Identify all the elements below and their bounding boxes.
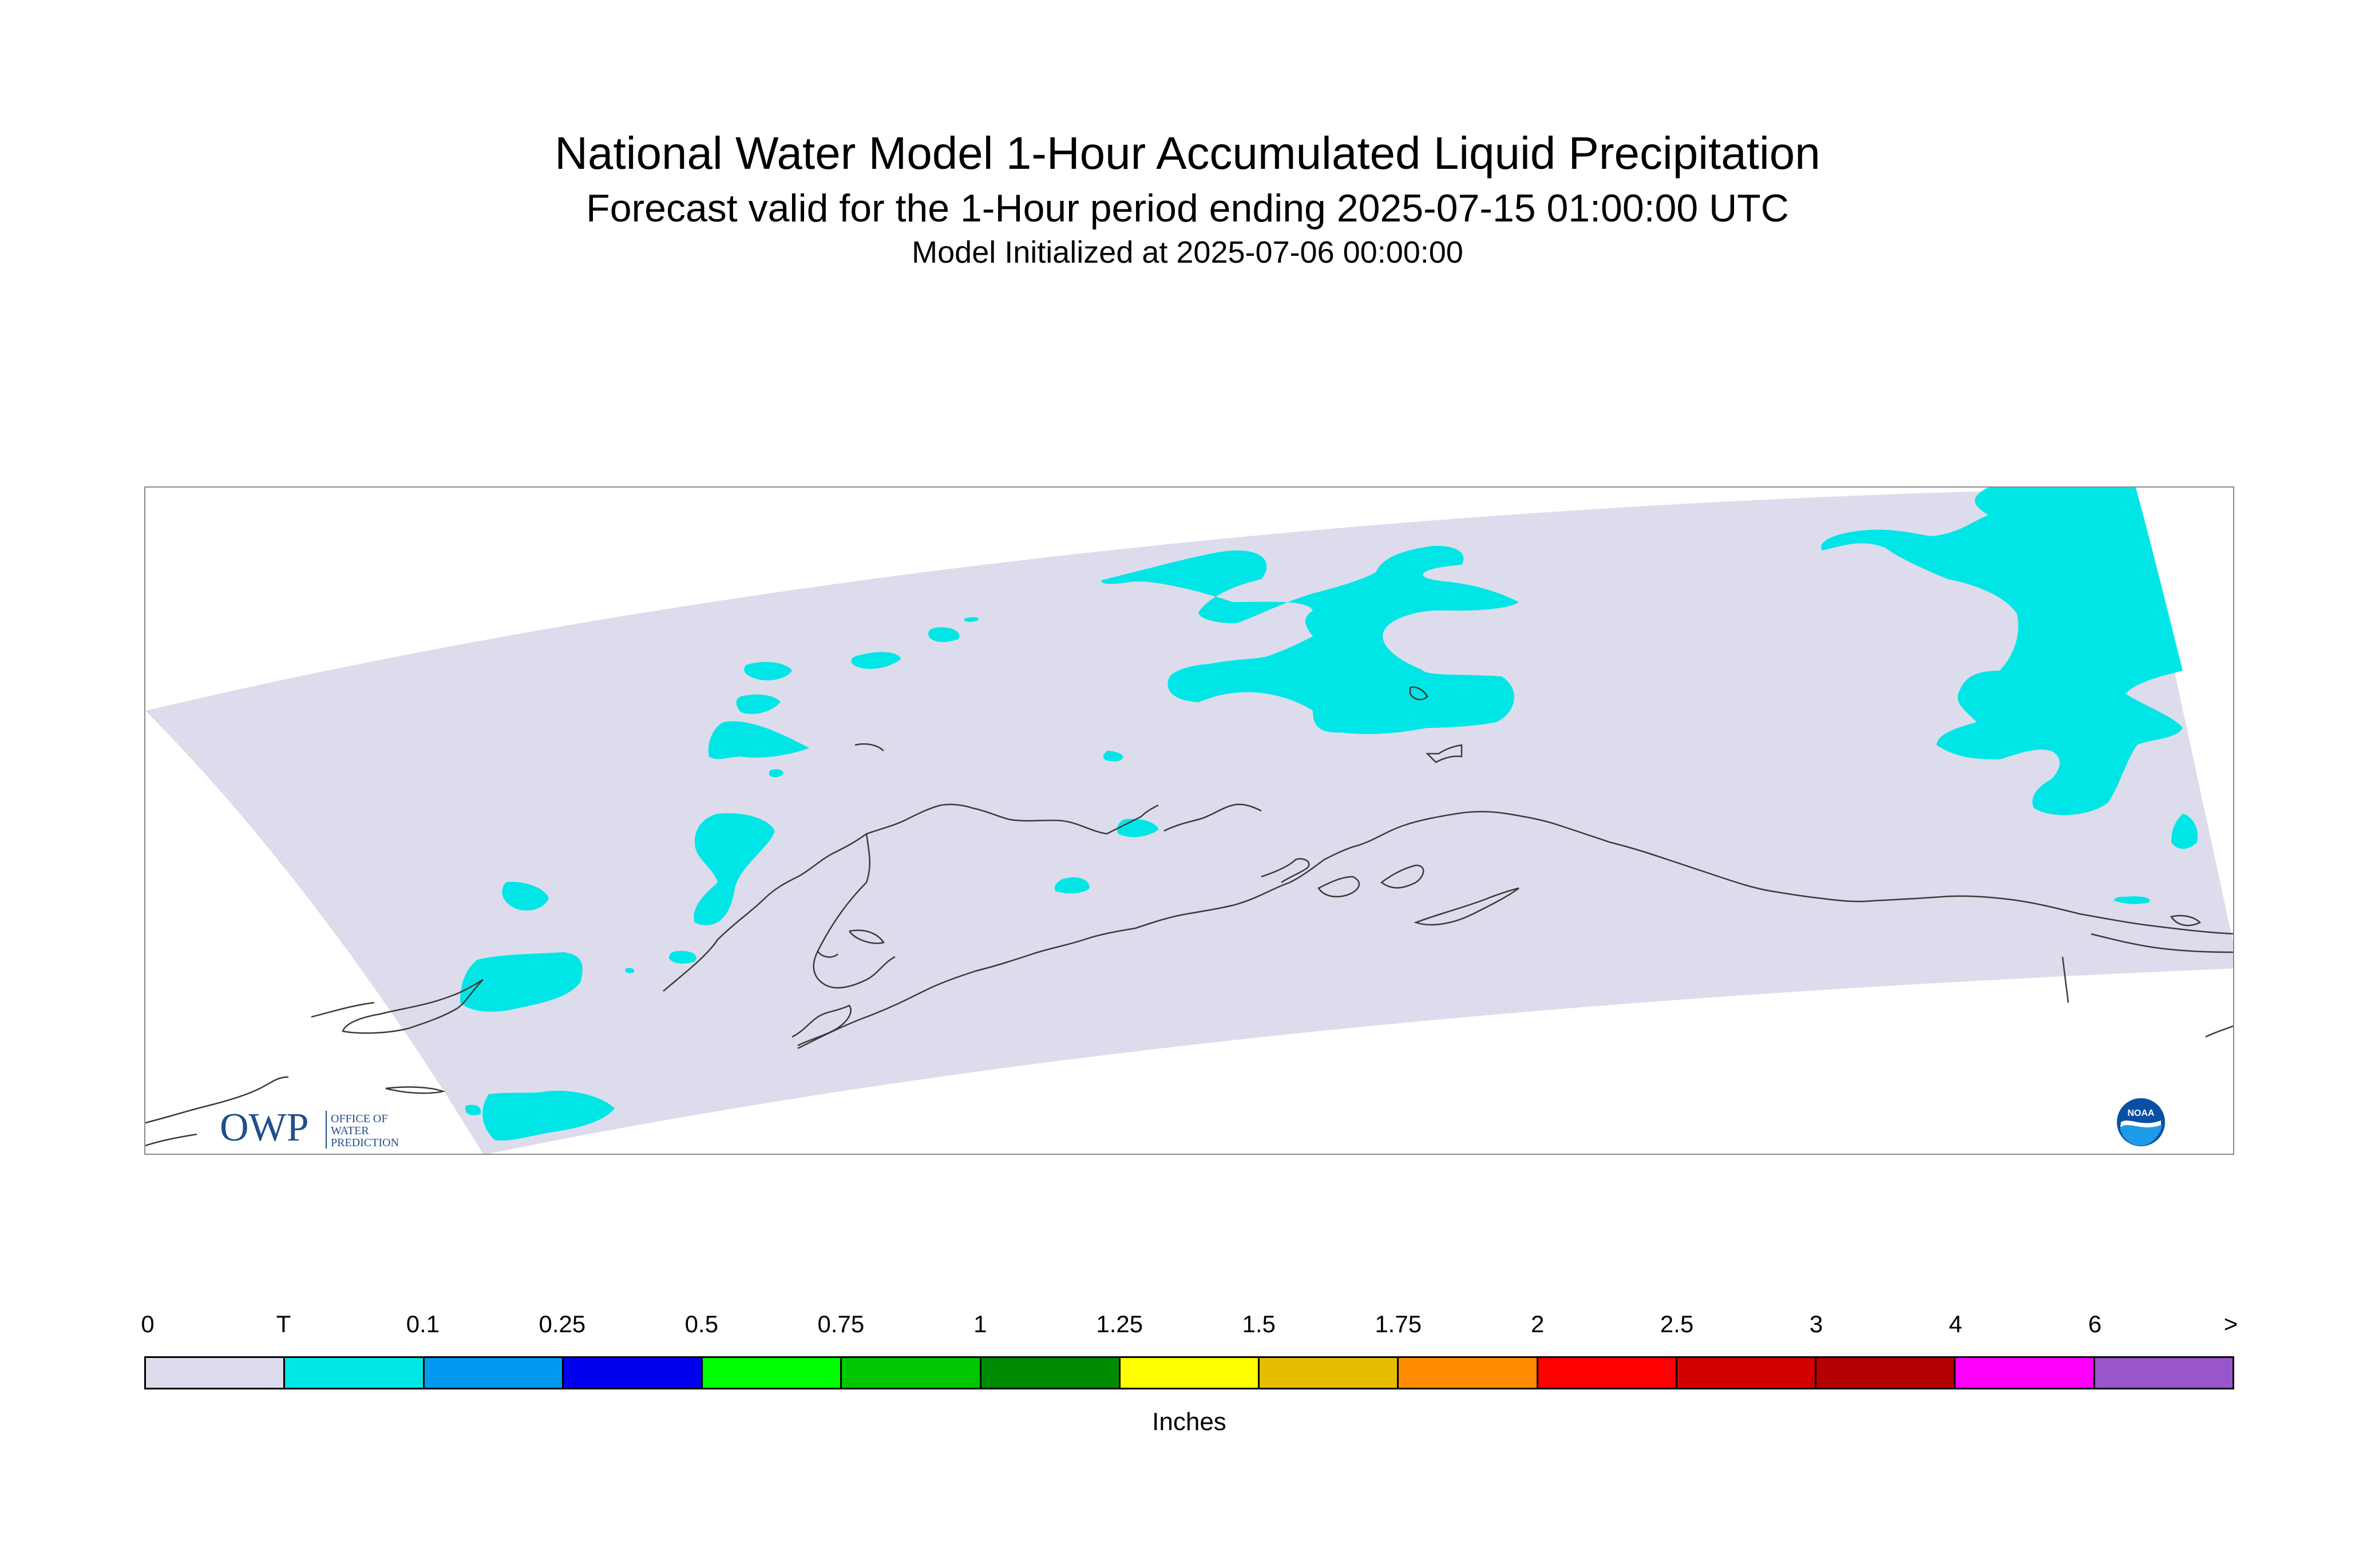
legend-label-2: 0.1 bbox=[406, 1310, 440, 1337]
legend-label-10: 2 bbox=[1530, 1310, 1545, 1337]
legend-label-9: 1.75 bbox=[1375, 1310, 1422, 1337]
legend-swatch-8 bbox=[1260, 1358, 1399, 1388]
legend-label-11: 2.5 bbox=[1660, 1310, 1694, 1337]
legend-swatch-0 bbox=[146, 1358, 286, 1388]
legend-label-3: 0.25 bbox=[539, 1310, 586, 1337]
legend-label-5: 0.75 bbox=[817, 1310, 865, 1337]
legend-swatch-4 bbox=[703, 1358, 842, 1388]
legend-swatch-1 bbox=[285, 1358, 425, 1388]
legend-label-6: 1 bbox=[973, 1310, 987, 1337]
forecast-valid-subtitle: Forecast valid for the 1-Hour period end… bbox=[586, 187, 1789, 230]
legend-label-8: 1.5 bbox=[1242, 1310, 1276, 1337]
legend-label-14: 6 bbox=[2088, 1310, 2102, 1337]
coastlines bbox=[145, 743, 2233, 1147]
legend-swatch-14 bbox=[2095, 1358, 2232, 1388]
legend-label-0: 0 bbox=[141, 1310, 155, 1337]
legend-swatch-7 bbox=[1120, 1358, 1260, 1388]
legend-swatch-2 bbox=[424, 1358, 564, 1388]
legend-label-15: > bbox=[2223, 1310, 2238, 1337]
legend-label-1: T bbox=[276, 1310, 291, 1337]
map-title: National Water Model 1-Hour Accumulated … bbox=[555, 128, 1820, 179]
legend-label-7: 1.25 bbox=[1096, 1310, 1143, 1337]
precip-legend: 0 T 0.1 0.25 0.5 0.75 1 1.25 1.5 1.75 2 2.5 3 4 6 > Inc… bbox=[141, 1310, 2238, 1454]
legend-label-4: 0.5 bbox=[684, 1310, 719, 1337]
svg-text:WATER: WATER bbox=[331, 1124, 369, 1137]
owp-logo: OWP OFFICE OF WATER PREDICTION bbox=[220, 1103, 437, 1154]
svg-text:OWP: OWP bbox=[220, 1106, 309, 1150]
legend-units: Inches bbox=[1152, 1408, 1226, 1436]
map-canvas bbox=[145, 488, 2233, 1154]
precipitation-map: OWP OFFICE OF WATER PREDICTION NOAA bbox=[144, 486, 2234, 1155]
svg-text:PREDICTION: PREDICTION bbox=[331, 1137, 399, 1149]
legend-colorbar bbox=[144, 1356, 2234, 1389]
svg-text:NOAA: NOAA bbox=[2127, 1108, 2155, 1118]
legend-swatch-11 bbox=[1677, 1358, 1817, 1388]
legend-swatch-13 bbox=[1956, 1358, 2095, 1388]
legend-swatch-10 bbox=[1538, 1358, 1677, 1388]
legend-label-12: 3 bbox=[1809, 1310, 1823, 1337]
legend-label-13: 4 bbox=[1949, 1310, 1962, 1337]
noaa-logo: NOAA bbox=[2115, 1096, 2167, 1148]
model-init-line: Model Initialized at 2025-07-06 00:00:00 bbox=[912, 235, 1463, 270]
legend-swatch-9 bbox=[1399, 1358, 1538, 1388]
legend-swatch-12 bbox=[1816, 1358, 1956, 1388]
legend-swatch-3 bbox=[563, 1358, 703, 1388]
legend-swatch-5 bbox=[842, 1358, 981, 1388]
svg-text:OFFICE OF: OFFICE OF bbox=[331, 1112, 387, 1125]
lake-outlines bbox=[1409, 686, 2069, 1003]
legend-swatch-6 bbox=[981, 1358, 1121, 1388]
